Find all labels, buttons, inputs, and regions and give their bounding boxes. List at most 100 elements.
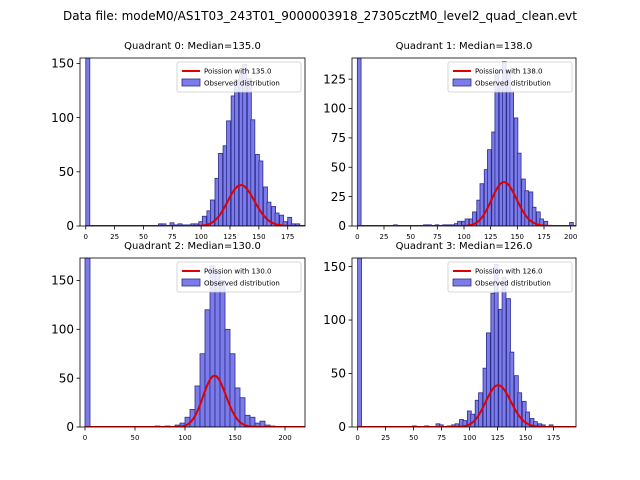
histogram-bar — [501, 276, 507, 427]
legend-label-observed: Observed distribution — [204, 80, 280, 88]
legend: Poission with 126.0 Observed distribution — [447, 261, 573, 293]
quadrant-2-chart: 0 50 100 150 0 50 100 150 200 Quadrant 2: Median=… — [51, 241, 306, 442]
x-tick-label: 100 — [463, 434, 476, 442]
legend-box — [447, 61, 573, 93]
y-tick-label: 50 — [331, 160, 346, 174]
quadrant-0-chart: 0 50 100 150 0 25 50 75 100 125 150 175 Quadrant 0: … — [51, 41, 306, 241]
y-tick-label: 0 — [66, 420, 74, 434]
legend-label-poisson: Poission with 126.0 — [475, 268, 543, 276]
legend-label-poisson: Poission with 138.0 — [475, 68, 543, 76]
y-tick-label: 75 — [331, 131, 346, 145]
histogram-bar — [177, 223, 183, 226]
x-tick-label: 100 — [194, 233, 207, 241]
x-tick-label: 50 — [409, 434, 418, 442]
histogram-bar — [356, 58, 362, 226]
y-tick-label: 50 — [331, 367, 346, 381]
x-tick-label: 75 — [437, 434, 446, 442]
subplot-grid: 0 50 100 150 0 25 50 75 100 125 150 175 Quadrant 0: … — [51, 41, 577, 442]
x-tick-label: 0 — [84, 233, 88, 241]
histogram-bar — [485, 332, 491, 427]
plot-area — [356, 58, 576, 226]
quadrant-title: Quadrant 0: Median=135.0 — [124, 41, 261, 52]
legend-box — [447, 261, 573, 293]
histogram-bar — [224, 328, 231, 427]
histogram-bar — [487, 149, 492, 226]
y-tick-label: 150 — [323, 260, 346, 274]
histogram-bar — [295, 223, 301, 226]
histogram-bar — [85, 58, 91, 226]
x-tick-label: 200 — [278, 434, 291, 442]
quadrant-title: Quadrant 1: Median=138.0 — [396, 41, 533, 52]
legend-box — [176, 61, 302, 93]
axes-frame — [79, 57, 306, 227]
histogram-bar — [218, 152, 223, 226]
x-tick-label: 175 — [547, 434, 560, 442]
histogram-bar — [543, 220, 549, 226]
histogram-bar — [516, 152, 522, 226]
x-tick-label: 150 — [228, 434, 241, 442]
quadrant-3-chart: 0 50 100 150 0 25 50 75 100 125 150 175 Quadrant 3: … — [323, 241, 577, 442]
histogram-bar — [525, 411, 530, 427]
x-tick-label: 50 — [131, 434, 140, 442]
x-tick-label: 50 — [406, 233, 415, 241]
histogram-bar — [214, 272, 221, 427]
x-tick-label: 75 — [433, 233, 442, 241]
histogram-bar — [509, 351, 515, 427]
y-tick-label: 50 — [59, 165, 74, 179]
y-tick-label: 150 — [51, 57, 74, 71]
axes-frame — [79, 257, 306, 428]
histogram-bar — [494, 71, 500, 226]
histogram-bar — [531, 206, 537, 226]
x-tick-label: 125 — [223, 233, 236, 241]
x-tick-label: 175 — [537, 233, 550, 241]
legend: Poission with 135.0 Observed distribution — [176, 61, 302, 93]
histogram-bar — [266, 201, 272, 226]
x-tick-label: 125 — [491, 434, 504, 442]
legend: Poission with 138.0 Observed distribution — [447, 61, 573, 93]
x-tick-label: 150 — [519, 434, 532, 442]
y-tick-label: 100 — [323, 102, 346, 116]
x-tick-label: 50 — [139, 233, 148, 241]
y-tick-label: 100 — [323, 313, 346, 327]
x-tick-label: 200 — [564, 233, 577, 241]
y-tick-label: 0 — [66, 219, 74, 233]
y-tick-label: 125 — [323, 72, 346, 86]
x-tick-label: 150 — [511, 233, 524, 241]
x-tick-label: 0 — [83, 434, 87, 442]
axes-frame — [351, 257, 577, 428]
histogram-bar — [464, 218, 470, 226]
x-tick-label: 25 — [380, 233, 389, 241]
poisson-curve — [85, 374, 305, 427]
histogram-bar — [201, 215, 207, 226]
histogram-bar — [234, 79, 240, 226]
legend: Poission with 130.0 Observed distribution — [176, 261, 302, 293]
y-tick-label: 100 — [51, 323, 74, 337]
x-tick-label: 25 — [110, 233, 119, 241]
histogram-bar — [457, 220, 462, 226]
x-tick-label: 100 — [178, 434, 191, 442]
y-tick-label: 50 — [59, 371, 74, 385]
y-tick-label: 25 — [331, 190, 346, 204]
histogram-bar — [524, 190, 529, 226]
x-tick-label: 125 — [484, 233, 497, 241]
histogram-bar — [290, 223, 296, 226]
histogram-bar — [226, 120, 231, 226]
legend-label-observed: Observed distribution — [204, 280, 280, 288]
y-tick-label: 100 — [51, 111, 74, 125]
legend-label-poisson: Poission with 135.0 — [204, 68, 272, 76]
legend-box — [176, 261, 302, 293]
x-tick-label: 25 — [381, 434, 390, 442]
quadrant-title: Quadrant 2: Median=130.0 — [124, 241, 261, 252]
histogram-bar — [258, 160, 264, 226]
histogram-bar — [204, 309, 211, 427]
legend-bar-swatch — [452, 78, 472, 87]
figure-title: Data file: modeM0/AS1T03_243T01_90000039… — [63, 9, 577, 23]
histogram-bar — [219, 280, 226, 427]
quadrant-1-chart: 0 25 50 75 100 125 0 25 50 75 100 125 150 175 200 Quadr… — [323, 41, 577, 241]
histogram-bar — [539, 218, 544, 226]
quadrant-title: Quadrant 3: Median=126.0 — [396, 241, 533, 252]
x-tick-label: 150 — [252, 233, 265, 241]
histogram-bar — [357, 258, 362, 427]
histogram-bar — [472, 211, 477, 226]
